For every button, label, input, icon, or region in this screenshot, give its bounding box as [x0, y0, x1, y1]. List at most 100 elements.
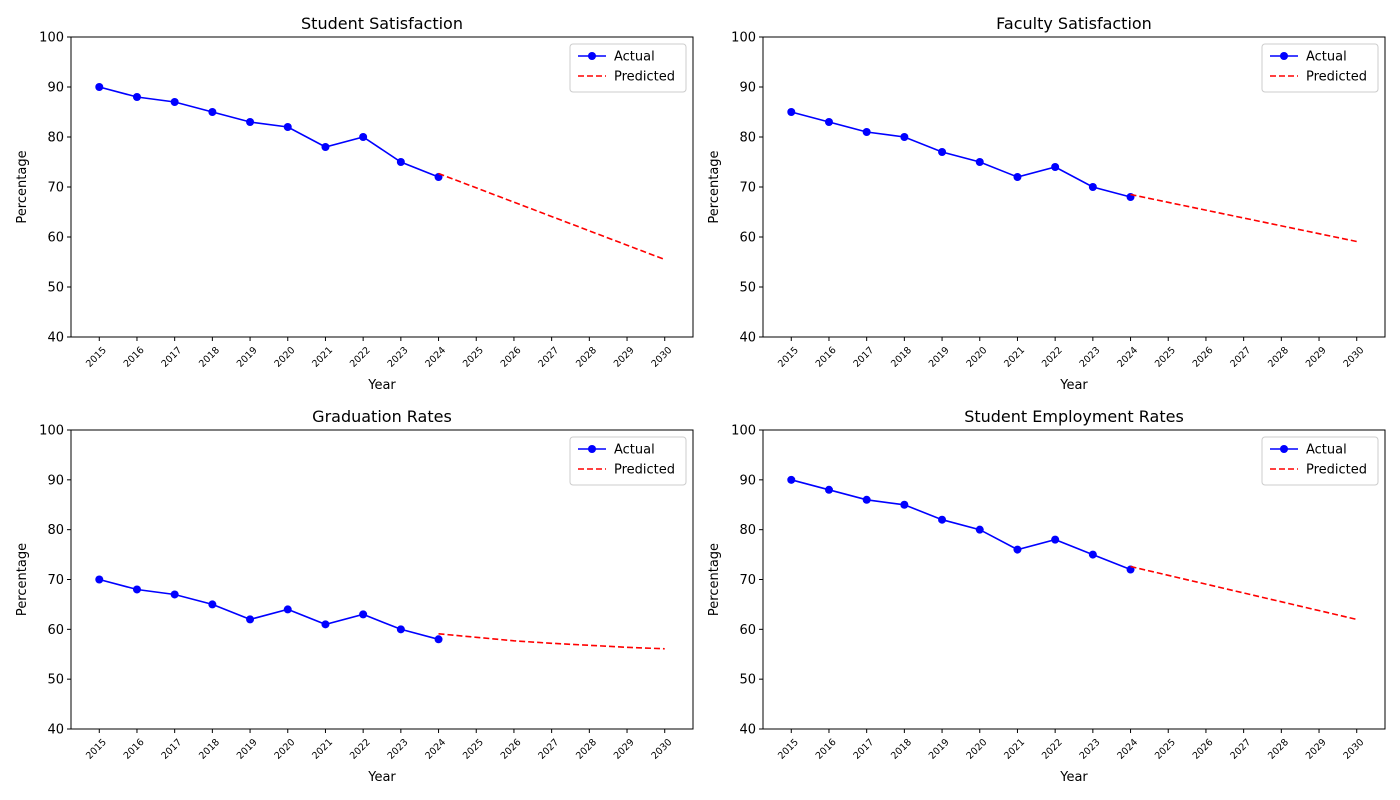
y-tick-label: 100	[731, 424, 756, 439]
chart-panel-4: Student Employment Rates 40 50 60 70 80 90 100 2…	[707, 407, 1386, 785]
data-point	[246, 615, 255, 624]
data-point	[1013, 545, 1022, 554]
series-actual	[787, 475, 1135, 574]
series-predicted	[1130, 193, 1357, 243]
legend-marker	[1280, 445, 1288, 453]
y-tick-label: 50	[739, 673, 756, 688]
data-point	[1013, 173, 1022, 181]
legend-entry-actual: Actual	[614, 50, 655, 65]
x-tick-label: 2019	[235, 345, 260, 370]
y-tick-label: 60	[739, 231, 756, 246]
x-tick-label: 2016	[814, 345, 839, 370]
chart-title: Student Satisfaction	[301, 14, 463, 33]
data-point	[862, 128, 871, 136]
y-tick-label: 70	[739, 573, 756, 588]
x-tick-label: 2028	[1266, 345, 1291, 370]
x-tick-label: 2017	[851, 345, 876, 370]
y-tick-label: 40	[47, 723, 64, 738]
x-tick-label: 2020	[273, 345, 298, 370]
series-line-predicted	[1130, 193, 1357, 243]
y-tick-label: 40	[47, 331, 64, 346]
data-point	[95, 83, 104, 91]
y-tick-label: 60	[47, 623, 64, 638]
data-point	[283, 605, 292, 614]
x-tick-label: 2024	[1115, 345, 1140, 370]
legend: Actual Predicted	[569, 436, 687, 486]
x-tick-label: 2022	[1040, 345, 1065, 370]
x-tick-label: 2029	[1304, 345, 1329, 370]
x-tick-label: 2029	[612, 345, 637, 370]
data-point	[862, 495, 871, 504]
legend-entry-predicted: Predicted	[1306, 463, 1367, 478]
chart-title: Faculty Satisfaction	[996, 14, 1152, 33]
legend-marker	[1280, 52, 1288, 60]
y-tick-label: 50	[739, 281, 756, 296]
x-tick-label: 2018	[197, 737, 222, 762]
x-tick-label: 2027	[536, 345, 561, 370]
data-point	[1088, 550, 1097, 559]
y-tick-label: 90	[47, 473, 64, 488]
x-tick-label: 2025	[461, 737, 486, 762]
legend-entry-actual: Actual	[1306, 50, 1347, 65]
data-point	[170, 590, 179, 599]
y-tick-label: 90	[47, 81, 64, 96]
data-point	[975, 158, 984, 166]
y-tick-label: 90	[739, 473, 756, 488]
y-tick-label: 100	[39, 31, 64, 46]
data-point	[900, 133, 909, 141]
x-tick-label: 2029	[612, 737, 637, 762]
x-tick-label: 2019	[235, 737, 260, 762]
x-tick-label: 2018	[889, 345, 914, 370]
x-axis-label: Year	[367, 770, 396, 785]
x-tick-label: 2028	[574, 737, 599, 762]
data-point	[208, 600, 217, 609]
x-tick-label: 2026	[499, 737, 524, 762]
x-tick-label: 2018	[889, 737, 914, 762]
x-tick-label: 2025	[461, 345, 486, 370]
legend: Actual Predicted	[569, 43, 687, 93]
data-point	[1126, 193, 1135, 201]
x-tick-label: 2020	[965, 345, 990, 370]
x-tick-label: 2026	[1191, 737, 1216, 762]
chart-title: Student Employment Rates	[964, 407, 1184, 426]
series-predicted	[438, 172, 665, 261]
x-tick-label: 2023	[1078, 737, 1103, 762]
y-tick-label: 70	[47, 573, 64, 588]
x-tick-label: 2027	[536, 737, 561, 762]
data-point	[321, 620, 330, 629]
legend-entry-predicted: Predicted	[1306, 70, 1367, 85]
x-tick-label: 2017	[851, 737, 876, 762]
x-axis: 2015 2016 2017 2018 2019 2020 2021 2022 2023 2024…	[84, 337, 674, 370]
x-tick-label: 2019	[927, 737, 952, 762]
data-point	[396, 158, 405, 166]
x-tick-label: 2030	[649, 737, 674, 762]
data-point	[787, 475, 796, 484]
data-point	[132, 585, 141, 594]
x-tick-label: 2021	[310, 737, 335, 762]
y-tick-label: 100	[731, 31, 756, 46]
data-point	[900, 500, 909, 509]
x-tick-label: 2030	[649, 345, 674, 370]
x-tick-label: 2026	[499, 345, 524, 370]
x-tick-label: 2030	[1341, 737, 1366, 762]
y-tick-label: 60	[47, 231, 64, 246]
data-point	[938, 515, 947, 524]
x-tick-label: 2016	[122, 737, 147, 762]
x-tick-label: 2020	[965, 737, 990, 762]
x-tick-label: 2017	[159, 737, 184, 762]
data-point	[170, 98, 179, 106]
series-line-predicted	[1130, 565, 1357, 621]
y-axis-label: Percentage	[15, 150, 30, 223]
series-actual	[95, 83, 443, 181]
x-tick-label: 2025	[1153, 737, 1178, 762]
x-tick-label: 2023	[1078, 345, 1103, 370]
y-axis: 40 50 60 70 80 90 100	[39, 424, 71, 738]
x-tick-label: 2026	[1191, 345, 1216, 370]
x-tick-label: 2022	[1040, 737, 1065, 762]
legend-entry-actual: Actual	[1306, 443, 1347, 458]
y-axis-label: Percentage	[15, 543, 30, 616]
data-point	[246, 118, 255, 126]
x-tick-label: 2023	[386, 737, 411, 762]
